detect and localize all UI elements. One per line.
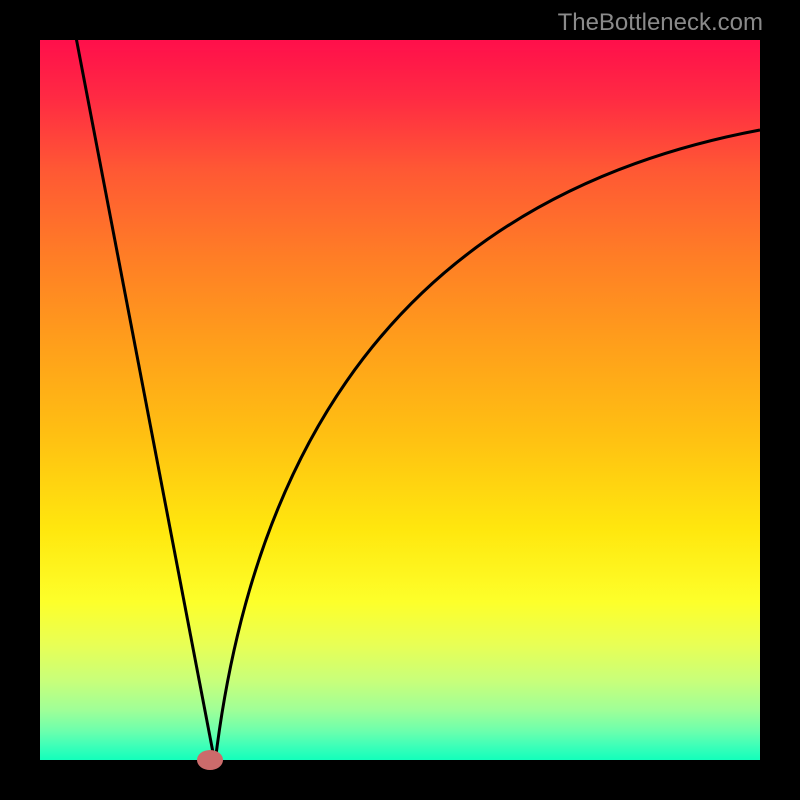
bottleneck-chart: TheBottleneck.com	[0, 0, 800, 800]
watermark-text: TheBottleneck.com	[558, 9, 763, 37]
plot-gradient-area	[40, 40, 760, 760]
